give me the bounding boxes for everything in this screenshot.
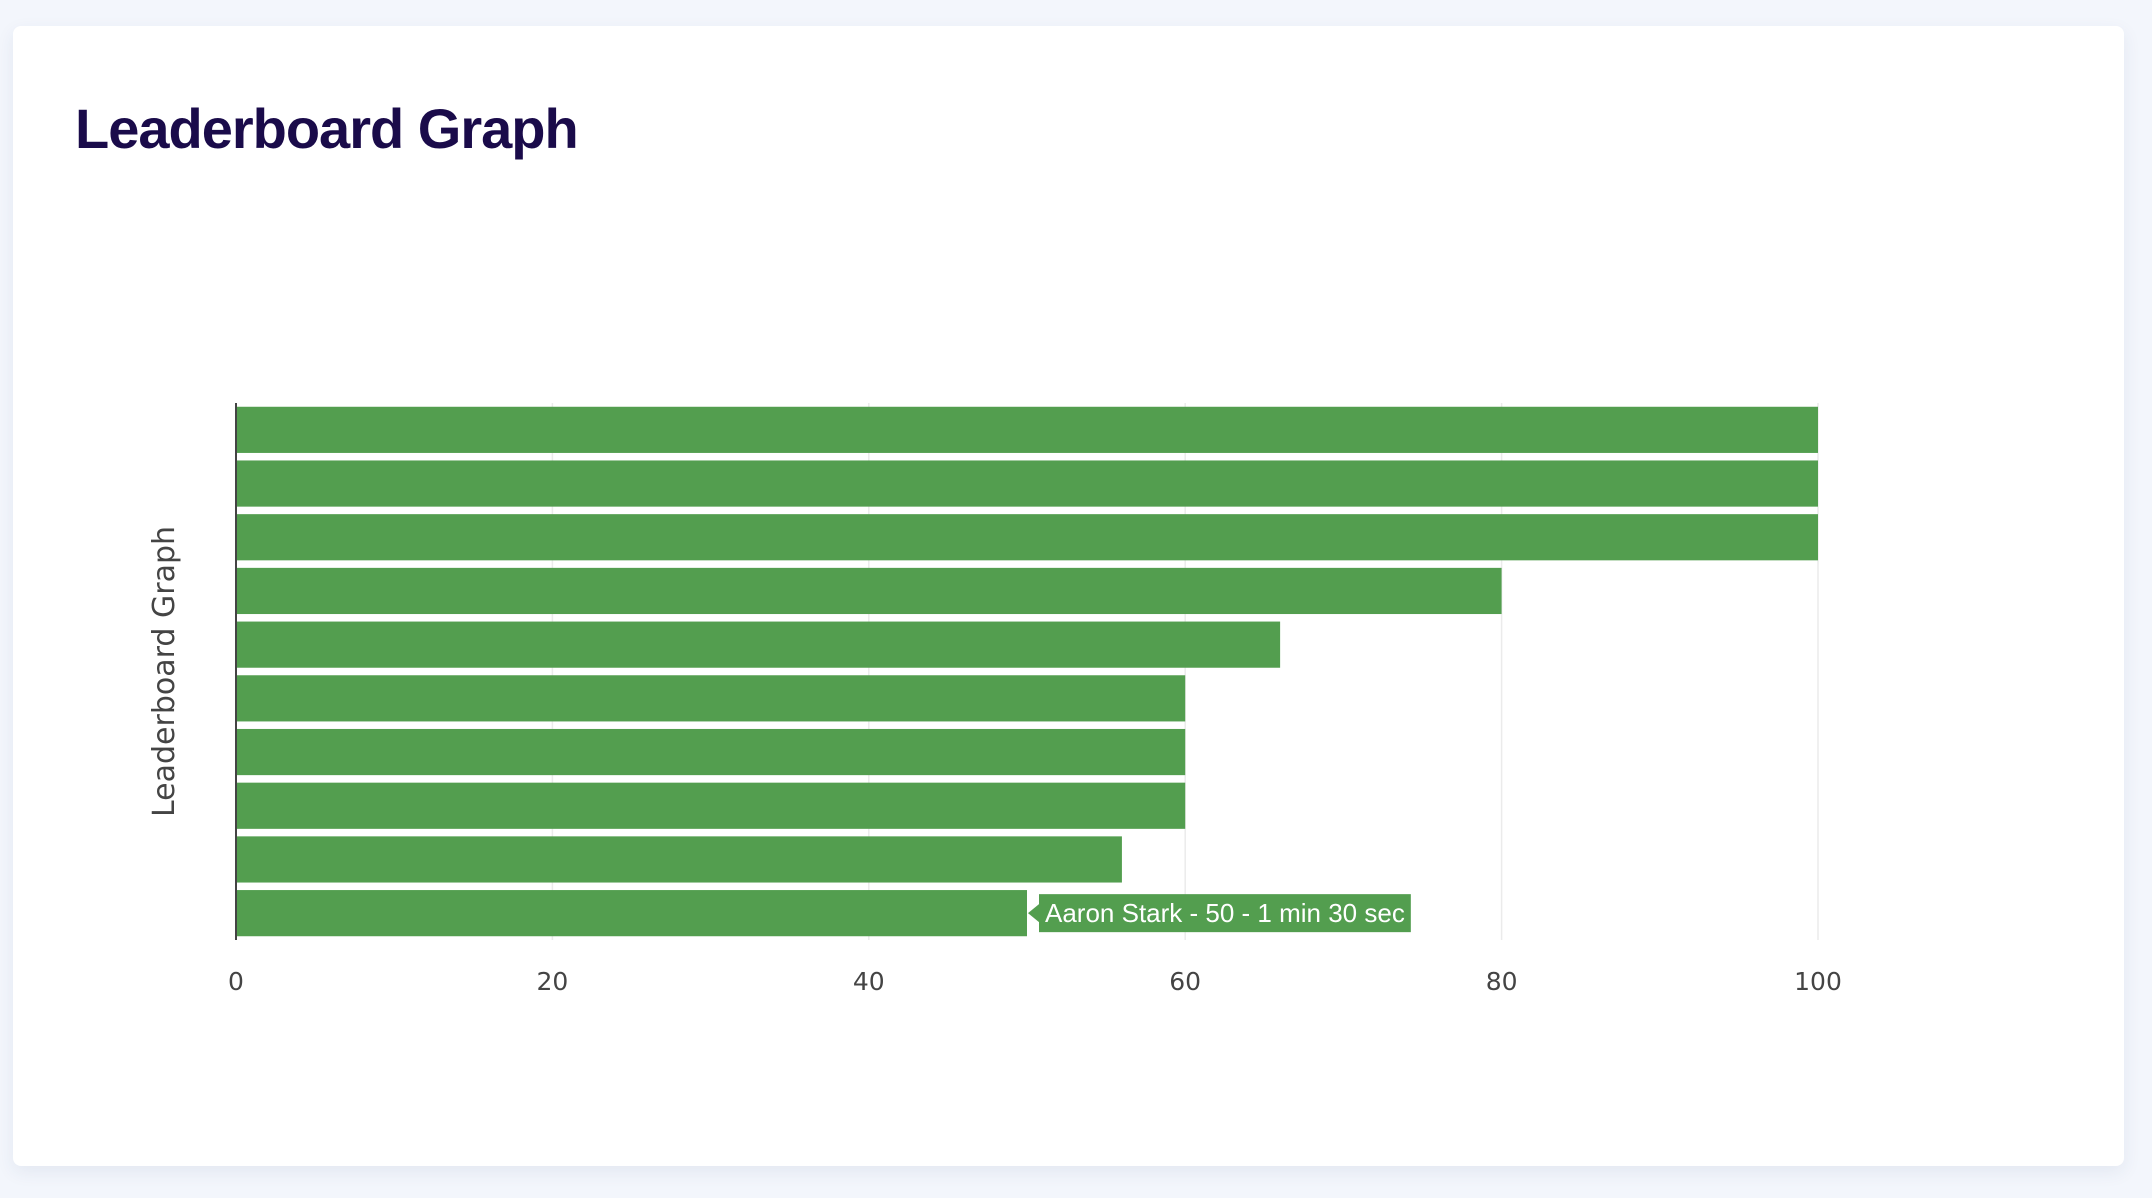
bars xyxy=(236,406,1818,937)
bar[interactable] xyxy=(236,890,1027,937)
bar[interactable] xyxy=(236,406,1818,453)
bar-tooltip: Aaron Stark - 50 - 1 min 30 sec xyxy=(1028,894,1411,933)
bar[interactable] xyxy=(236,621,1281,668)
x-tick-label: 60 xyxy=(1169,967,1201,996)
x-axis-ticks: 0 20 40 60 80 100 xyxy=(228,967,1842,996)
bar[interactable] xyxy=(236,567,1502,615)
x-tick-label: 20 xyxy=(536,967,568,996)
bar[interactable] xyxy=(236,460,1818,507)
bar[interactable] xyxy=(236,675,1186,722)
x-tick-label: 40 xyxy=(853,967,885,996)
x-tick-label: 80 xyxy=(1486,967,1518,996)
bar[interactable] xyxy=(236,514,1818,561)
tooltip-box xyxy=(1039,894,1411,933)
page-title: Leaderboard Graph xyxy=(75,97,579,160)
bar[interactable] xyxy=(236,782,1186,829)
bar[interactable] xyxy=(236,836,1122,883)
bar[interactable] xyxy=(236,728,1186,776)
tooltip-text: Aaron Stark - 50 - 1 min 30 sec xyxy=(1045,898,1405,928)
x-tick-label: 0 xyxy=(228,967,244,996)
tooltip-arrow xyxy=(1028,904,1039,923)
y-axis-label: Leaderboard Graph xyxy=(147,526,182,817)
x-tick-label: 100 xyxy=(1794,967,1842,996)
